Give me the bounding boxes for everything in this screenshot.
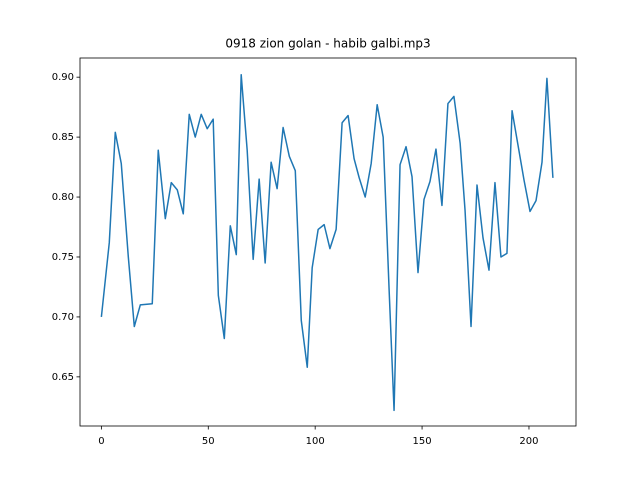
chart-title: 0918 zion golan - habib galbi.mp3 xyxy=(225,37,430,51)
x-tick-label: 0 xyxy=(98,436,104,447)
y-tick-label: 0.75 xyxy=(52,252,74,263)
x-tick-label: 50 xyxy=(202,436,215,447)
x-tick-label: 100 xyxy=(306,436,325,447)
y-tick-label: 0.80 xyxy=(52,192,74,203)
x-tick-label: 150 xyxy=(413,436,432,447)
y-tick-label: 0.90 xyxy=(52,72,74,83)
y-tick-label: 0.65 xyxy=(52,372,74,383)
plot-frame xyxy=(79,57,577,427)
x-tick-label: 200 xyxy=(519,436,538,447)
y-tick-label: 0.70 xyxy=(52,312,74,323)
y-tick-label: 0.85 xyxy=(52,132,74,143)
data-line xyxy=(100,74,554,412)
